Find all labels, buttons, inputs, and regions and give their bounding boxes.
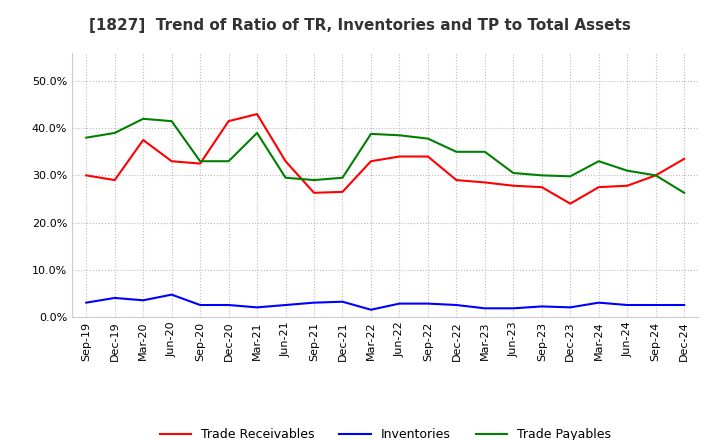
Trade Receivables	[110, 177, 119, 183]
Trade Payables	[338, 175, 347, 180]
Trade Receivables	[509, 183, 518, 188]
Trade Payables	[310, 177, 318, 183]
Inventories	[139, 297, 148, 303]
Inventories	[167, 292, 176, 297]
Inventories	[623, 302, 631, 308]
Trade Payables	[282, 175, 290, 180]
Trade Payables	[652, 173, 660, 178]
Trade Payables	[395, 132, 404, 138]
Trade Payables	[196, 158, 204, 164]
Trade Payables	[366, 131, 375, 136]
Line: Inventories: Inventories	[86, 295, 684, 310]
Trade Payables	[452, 149, 461, 154]
Trade Receivables	[196, 161, 204, 166]
Legend: Trade Receivables, Inventories, Trade Payables: Trade Receivables, Inventories, Trade Pa…	[155, 423, 616, 440]
Line: Trade Payables: Trade Payables	[86, 119, 684, 193]
Trade Payables	[537, 173, 546, 178]
Trade Receivables	[253, 111, 261, 117]
Trade Payables	[423, 136, 432, 141]
Inventories	[225, 302, 233, 308]
Inventories	[395, 301, 404, 306]
Inventories	[680, 302, 688, 308]
Trade Receivables	[310, 190, 318, 195]
Trade Receivables	[423, 154, 432, 159]
Inventories	[537, 304, 546, 309]
Trade Payables	[509, 170, 518, 176]
Trade Payables	[253, 130, 261, 136]
Trade Payables	[680, 190, 688, 195]
Inventories	[566, 305, 575, 310]
Inventories	[480, 306, 489, 311]
Trade Receivables	[537, 184, 546, 190]
Inventories	[310, 300, 318, 305]
Inventories	[452, 302, 461, 308]
Trade Receivables	[338, 189, 347, 194]
Trade Payables	[82, 135, 91, 140]
Trade Receivables	[566, 201, 575, 206]
Trade Payables	[566, 174, 575, 179]
Trade Payables	[595, 158, 603, 164]
Inventories	[366, 307, 375, 312]
Inventories	[509, 306, 518, 311]
Trade Payables	[623, 168, 631, 173]
Trade Receivables	[452, 177, 461, 183]
Trade Receivables	[623, 183, 631, 188]
Trade Receivables	[282, 158, 290, 164]
Line: Trade Receivables: Trade Receivables	[86, 114, 684, 204]
Trade Receivables	[82, 173, 91, 178]
Trade Payables	[139, 116, 148, 121]
Inventories	[595, 300, 603, 305]
Trade Receivables	[595, 184, 603, 190]
Trade Receivables	[652, 173, 660, 178]
Trade Receivables	[366, 158, 375, 164]
Trade Payables	[480, 149, 489, 154]
Trade Payables	[110, 130, 119, 136]
Inventories	[282, 302, 290, 308]
Trade Receivables	[167, 158, 176, 164]
Trade Payables	[225, 158, 233, 164]
Trade Payables	[167, 118, 176, 124]
Inventories	[196, 302, 204, 308]
Inventories	[423, 301, 432, 306]
Trade Receivables	[480, 180, 489, 185]
Trade Receivables	[680, 156, 688, 161]
Text: [1827]  Trend of Ratio of TR, Inventories and TP to Total Assets: [1827] Trend of Ratio of TR, Inventories…	[89, 18, 631, 33]
Inventories	[110, 295, 119, 301]
Trade Receivables	[139, 137, 148, 143]
Inventories	[82, 300, 91, 305]
Inventories	[253, 305, 261, 310]
Inventories	[652, 302, 660, 308]
Trade Receivables	[395, 154, 404, 159]
Inventories	[338, 299, 347, 304]
Trade Receivables	[225, 118, 233, 124]
